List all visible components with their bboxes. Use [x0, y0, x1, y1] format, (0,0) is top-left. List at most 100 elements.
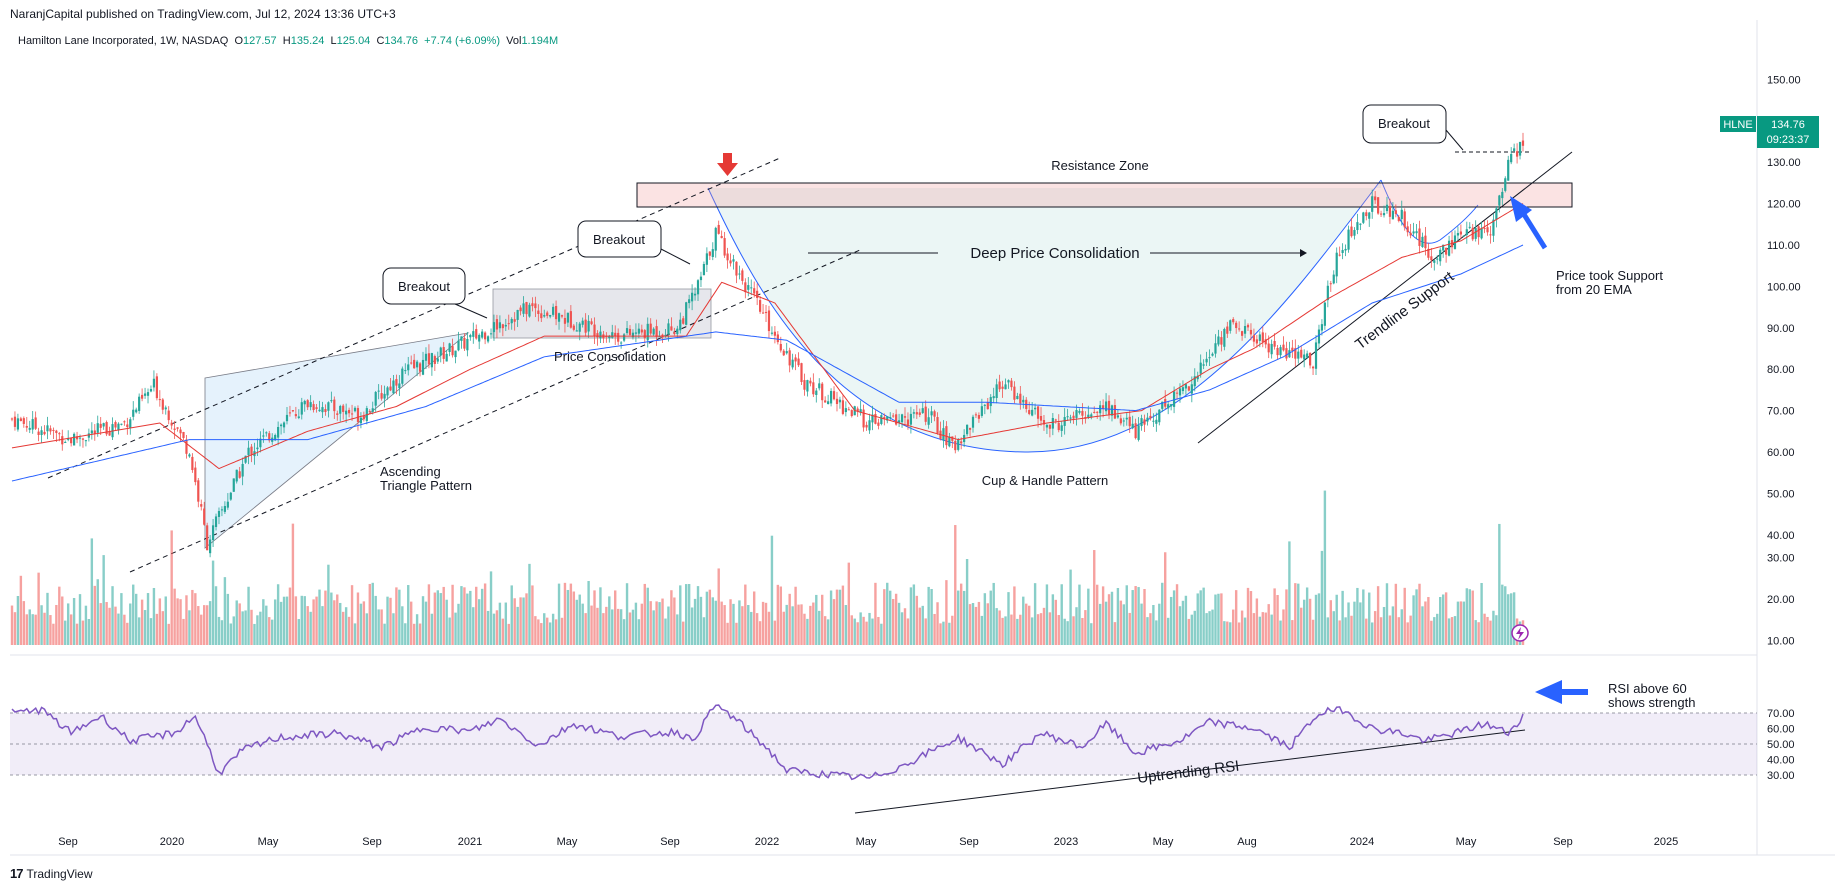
volume-bar	[327, 564, 330, 645]
candle-body	[43, 431, 46, 435]
triangle-pattern-label: Triangle Pattern	[380, 478, 472, 493]
candle-body	[87, 433, 90, 438]
candle-body	[472, 331, 475, 337]
volume-bar	[1098, 603, 1102, 645]
volume-axis: 30.00 20.00 10.00	[1767, 552, 1795, 647]
volume-bar	[773, 620, 777, 645]
volume-bar	[959, 583, 963, 645]
price-tick: 110.00	[1767, 240, 1800, 252]
volume-bar	[1057, 615, 1060, 645]
volume-bar	[1172, 590, 1176, 645]
volume-bar	[1208, 611, 1211, 645]
volume-bar	[965, 559, 969, 645]
volume-bar	[998, 610, 1001, 645]
candle-body	[1099, 405, 1102, 414]
volume-bar	[297, 619, 301, 645]
volume-bar	[1453, 616, 1457, 645]
candle-body	[108, 431, 111, 436]
volume-bar	[1415, 589, 1418, 645]
volume-bar	[543, 613, 546, 645]
volume-bar	[726, 622, 729, 645]
volume-bar	[1190, 614, 1194, 645]
volume-bar	[1338, 620, 1341, 645]
candle-body	[241, 463, 244, 477]
candle-body	[909, 413, 913, 425]
candle-body	[717, 224, 720, 234]
tradingview-logo-icon: 17	[10, 866, 24, 881]
volume-bar	[758, 621, 762, 645]
volume-bar	[554, 619, 558, 645]
volume-bar	[87, 619, 91, 645]
candle-body	[590, 321, 593, 325]
volume-bar	[205, 605, 209, 645]
candle-body	[395, 379, 398, 386]
volume-bar	[1486, 616, 1489, 645]
volume-bar	[31, 614, 34, 645]
candle-body	[1261, 332, 1264, 343]
volume-bar	[619, 609, 623, 645]
candle-body	[818, 383, 821, 389]
volume-bar	[948, 622, 951, 645]
volume-bar	[285, 596, 289, 645]
candle-body	[1326, 285, 1329, 301]
candle-body	[1430, 256, 1433, 261]
candle-body	[191, 456, 194, 471]
candle-body	[90, 430, 93, 434]
candle-body	[265, 432, 268, 434]
candle-body	[732, 259, 735, 262]
volume-bar	[1226, 621, 1229, 645]
volume-bar	[386, 596, 389, 645]
volume-bar	[696, 586, 700, 645]
candle-body	[194, 467, 197, 483]
volume-bar	[815, 594, 818, 645]
candle-body	[484, 332, 487, 340]
volume-bar	[1140, 603, 1143, 645]
volume-bar	[1196, 593, 1199, 645]
candle-body	[102, 423, 105, 427]
candle-body	[1397, 216, 1400, 221]
candle-body	[889, 417, 892, 419]
candle-body	[1031, 409, 1034, 416]
volume-bar	[1122, 604, 1126, 645]
volume-bar	[16, 595, 20, 645]
volume-bar	[1459, 601, 1463, 645]
volume-bar	[1158, 603, 1161, 645]
volume-bar	[64, 620, 67, 645]
candle-body	[1311, 366, 1315, 369]
candle-body	[1119, 418, 1122, 424]
footer-brand-text: TradingView	[26, 866, 93, 881]
volume-bar	[1400, 609, 1403, 645]
volume-bar	[1217, 593, 1220, 645]
candle-body	[1353, 229, 1356, 236]
volume-bar	[395, 587, 398, 645]
breakout-callout-1: Breakout	[382, 267, 488, 319]
candle-body	[226, 501, 229, 508]
candle-body	[1152, 420, 1155, 422]
volume-bar	[1161, 582, 1164, 645]
candle-body	[1406, 226, 1409, 233]
volume-bar	[1116, 588, 1120, 645]
volume-bar	[427, 584, 431, 645]
volume-bar	[770, 535, 774, 645]
candle-body	[628, 328, 632, 335]
volume-bar	[1255, 598, 1259, 645]
volume-bar	[477, 599, 481, 645]
volume-bar	[897, 602, 901, 645]
candle-body	[1362, 212, 1365, 223]
candle-body	[726, 253, 729, 261]
lightning-icon[interactable]	[1511, 624, 1529, 642]
candle-body	[954, 440, 957, 451]
volume-bar	[1294, 583, 1297, 645]
candle-body	[1518, 141, 1522, 156]
volume-bar	[1359, 602, 1362, 645]
candle-body	[433, 356, 436, 364]
volume-bar	[1019, 614, 1022, 645]
candle-body	[466, 338, 469, 351]
volume-bar	[1495, 615, 1498, 645]
volume-bar	[818, 610, 821, 645]
footer-brand[interactable]: 17 TradingView	[10, 866, 93, 881]
ema50-line	[11, 244, 1524, 482]
volume-bar	[504, 602, 508, 645]
candle-body	[1255, 339, 1258, 344]
